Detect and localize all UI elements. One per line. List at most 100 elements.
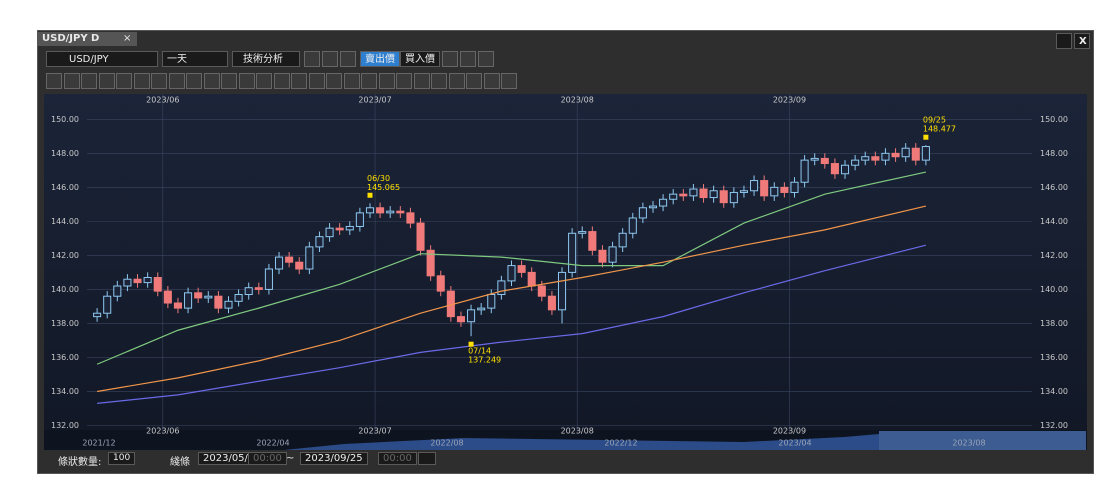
- candle-body: [820, 157, 829, 165]
- candle-body: [396, 210, 405, 214]
- count: 100: [113, 453, 131, 463]
- count-select[interactable]: 100: [108, 452, 136, 465]
- analysis-button[interactable]: 技術分析: [232, 51, 300, 67]
- y-tick-label: 134.00: [1040, 387, 1068, 396]
- tab[interactable]: USD/JPY D: [38, 32, 137, 46]
- candle-body: [588, 231, 597, 251]
- y-tick-label: 150.00: [1040, 115, 1068, 124]
- y-tick-label: 148.00: [51, 149, 79, 158]
- candle-body: [406, 212, 415, 224]
- drawing-tool[interactable]: [221, 73, 237, 89]
- drawing-tool[interactable]: [63, 73, 80, 89]
- drawing-tool[interactable]: [186, 73, 202, 89]
- candle-body: [517, 265, 526, 273]
- candle-body: [133, 278, 142, 284]
- from-time[interactable]: 00:00: [248, 452, 287, 465]
- annotation-marker: [367, 192, 373, 198]
- drawing-tool[interactable]: [168, 73, 185, 89]
- zoom-icon[interactable]: [460, 51, 476, 67]
- y-tick-label: 142.00: [1040, 251, 1068, 260]
- candle-body: [689, 188, 698, 197]
- drawing-tool[interactable]: [273, 73, 290, 89]
- candle-body: [527, 271, 536, 287]
- candle-body: [729, 191, 738, 204]
- symbol-select[interactable]: USD/JPY: [46, 51, 158, 67]
- annotation-marker: [468, 341, 474, 347]
- drawing-tool[interactable]: [466, 73, 482, 89]
- to-time[interactable]: 00:00: [378, 452, 417, 465]
- candle-body: [760, 180, 769, 197]
- drawing-tool[interactable]: [291, 73, 307, 89]
- chart-icon[interactable]: [340, 51, 356, 67]
- annotation-price: 148.477: [923, 125, 956, 134]
- candle-body: [497, 280, 506, 296]
- y-tick-label: 148.00: [1040, 149, 1068, 158]
- drawing-tool[interactable]: [116, 73, 132, 89]
- drawing-tool[interactable]: [361, 73, 377, 89]
- candle-body: [608, 246, 617, 263]
- drawing-tool[interactable]: [133, 73, 150, 89]
- drawing-tool[interactable]: [256, 73, 272, 89]
- drawing-tool[interactable]: [238, 73, 255, 89]
- drawing-tool[interactable]: [343, 73, 360, 89]
- candle-body: [416, 222, 425, 251]
- candle-body: [143, 277, 152, 284]
- drawing-tool[interactable]: [81, 73, 97, 89]
- drawing-tool[interactable]: [501, 73, 517, 89]
- drawing-tool[interactable]: [151, 73, 167, 89]
- drawing-tool[interactable]: [46, 73, 62, 89]
- from-date-text: 2023/05/23: [203, 453, 261, 464]
- navigator-label: 2022/08: [430, 439, 463, 448]
- navigator-label: 2022/12: [604, 439, 637, 448]
- info-icon[interactable]: [322, 51, 338, 67]
- drawing-tool[interactable]: [98, 73, 115, 89]
- candle-body: [770, 186, 779, 197]
- candle-body: [739, 190, 748, 193]
- drawing-tool[interactable]: [308, 73, 325, 89]
- to-date-text: 2023/09/25: [305, 453, 363, 464]
- candle-body: [507, 265, 516, 282]
- navigator-window[interactable]: [879, 431, 1086, 450]
- candle-body: [598, 249, 607, 263]
- drawing-tool[interactable]: [396, 73, 412, 89]
- candle-body: [487, 294, 496, 309]
- x-tick-label: 2023/07: [358, 427, 391, 436]
- candle-body: [274, 256, 284, 270]
- candle-body: [861, 156, 870, 161]
- candle-body: [851, 159, 860, 166]
- candle-body: [365, 207, 375, 214]
- candle-body: [224, 300, 233, 309]
- drawing-tool[interactable]: [326, 73, 342, 89]
- candle-body: [911, 147, 920, 161]
- drawing-tool[interactable]: [413, 73, 430, 89]
- reset-button[interactable]: [418, 452, 436, 465]
- tab-close[interactable]: ×: [123, 33, 132, 44]
- drawing-tool[interactable]: [378, 73, 395, 89]
- navigator-label: 2023/04: [778, 439, 811, 448]
- candle-body: [810, 157, 819, 161]
- zoom-icon[interactable]: [442, 51, 458, 67]
- drawing-tool[interactable]: [483, 73, 500, 89]
- tool-icon[interactable]: [304, 51, 320, 67]
- y-tick-label: 144.00: [1040, 217, 1068, 226]
- period-select[interactable]: 一天: [162, 51, 228, 67]
- sell-button[interactable]: 賣出價: [360, 51, 400, 67]
- to-date[interactable]: 2023/09/25: [300, 452, 368, 465]
- x-tick-label: 2023/07: [358, 96, 391, 105]
- drawing-tool[interactable]: [203, 73, 220, 89]
- candle-body: [547, 295, 556, 311]
- close-button[interactable]: X: [1074, 33, 1090, 49]
- candle-body: [477, 307, 486, 311]
- maximize-button[interactable]: [1056, 33, 1072, 49]
- candle-body: [123, 278, 132, 287]
- buy-button[interactable]: 買入價: [400, 51, 440, 67]
- candle-body: [830, 163, 839, 175]
- to-time-text: 00:00: [383, 453, 412, 464]
- drawing-tool[interactable]: [448, 73, 465, 89]
- navigator-label: 2021/12: [82, 439, 115, 448]
- drawing-tool[interactable]: [431, 73, 447, 89]
- zoom-icon[interactable]: [478, 51, 494, 67]
- candle-body: [184, 292, 193, 309]
- candle-body: [618, 232, 627, 248]
